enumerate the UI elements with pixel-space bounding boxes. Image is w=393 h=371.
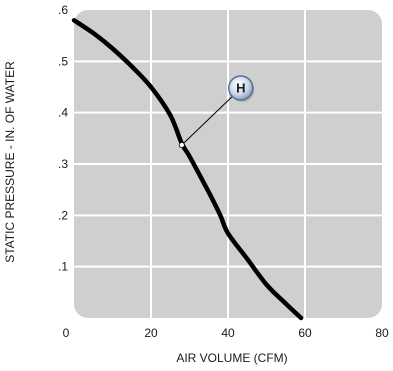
y-tick-label: .4 [58, 106, 68, 120]
annotation-leader-line [181, 95, 234, 146]
x-tick-label: 60 [298, 326, 312, 340]
y-axis-label: STATIC PRESSURE - IN. OF WATER [3, 61, 17, 263]
x-axis-label: AIR VOLUME (CFM) [176, 351, 287, 365]
x-axis-ticks: 0 20 40 60 80 [63, 326, 389, 340]
annotation-marker [228, 75, 254, 101]
y-tick-label: .3 [58, 157, 68, 171]
y-tick-label: .5 [58, 54, 68, 68]
y-tick-label: .1 [58, 260, 68, 274]
y-axis-ticks: .1 .2 .3 .4 .5 .6 [58, 3, 68, 274]
annotations: H [178, 75, 255, 149]
x-tick-label: 80 [375, 326, 389, 340]
y-tick-label: .6 [58, 3, 68, 17]
series-line [71, 18, 304, 321]
annotation-label: H [236, 81, 245, 96]
x-tick-label: 20 [144, 326, 158, 340]
x-tick-label: 0 [63, 326, 70, 340]
annotation-point [178, 142, 185, 149]
y-tick-label: .2 [58, 208, 68, 222]
x-tick-label: 40 [221, 326, 235, 340]
